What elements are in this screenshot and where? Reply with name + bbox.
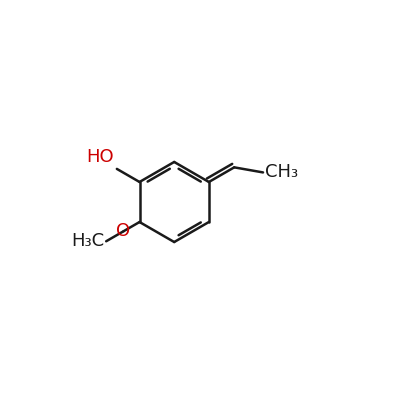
Text: CH₃: CH₃ <box>266 164 299 182</box>
Text: H₃C: H₃C <box>72 232 105 250</box>
Text: HO: HO <box>86 148 114 166</box>
Text: O: O <box>116 222 130 240</box>
